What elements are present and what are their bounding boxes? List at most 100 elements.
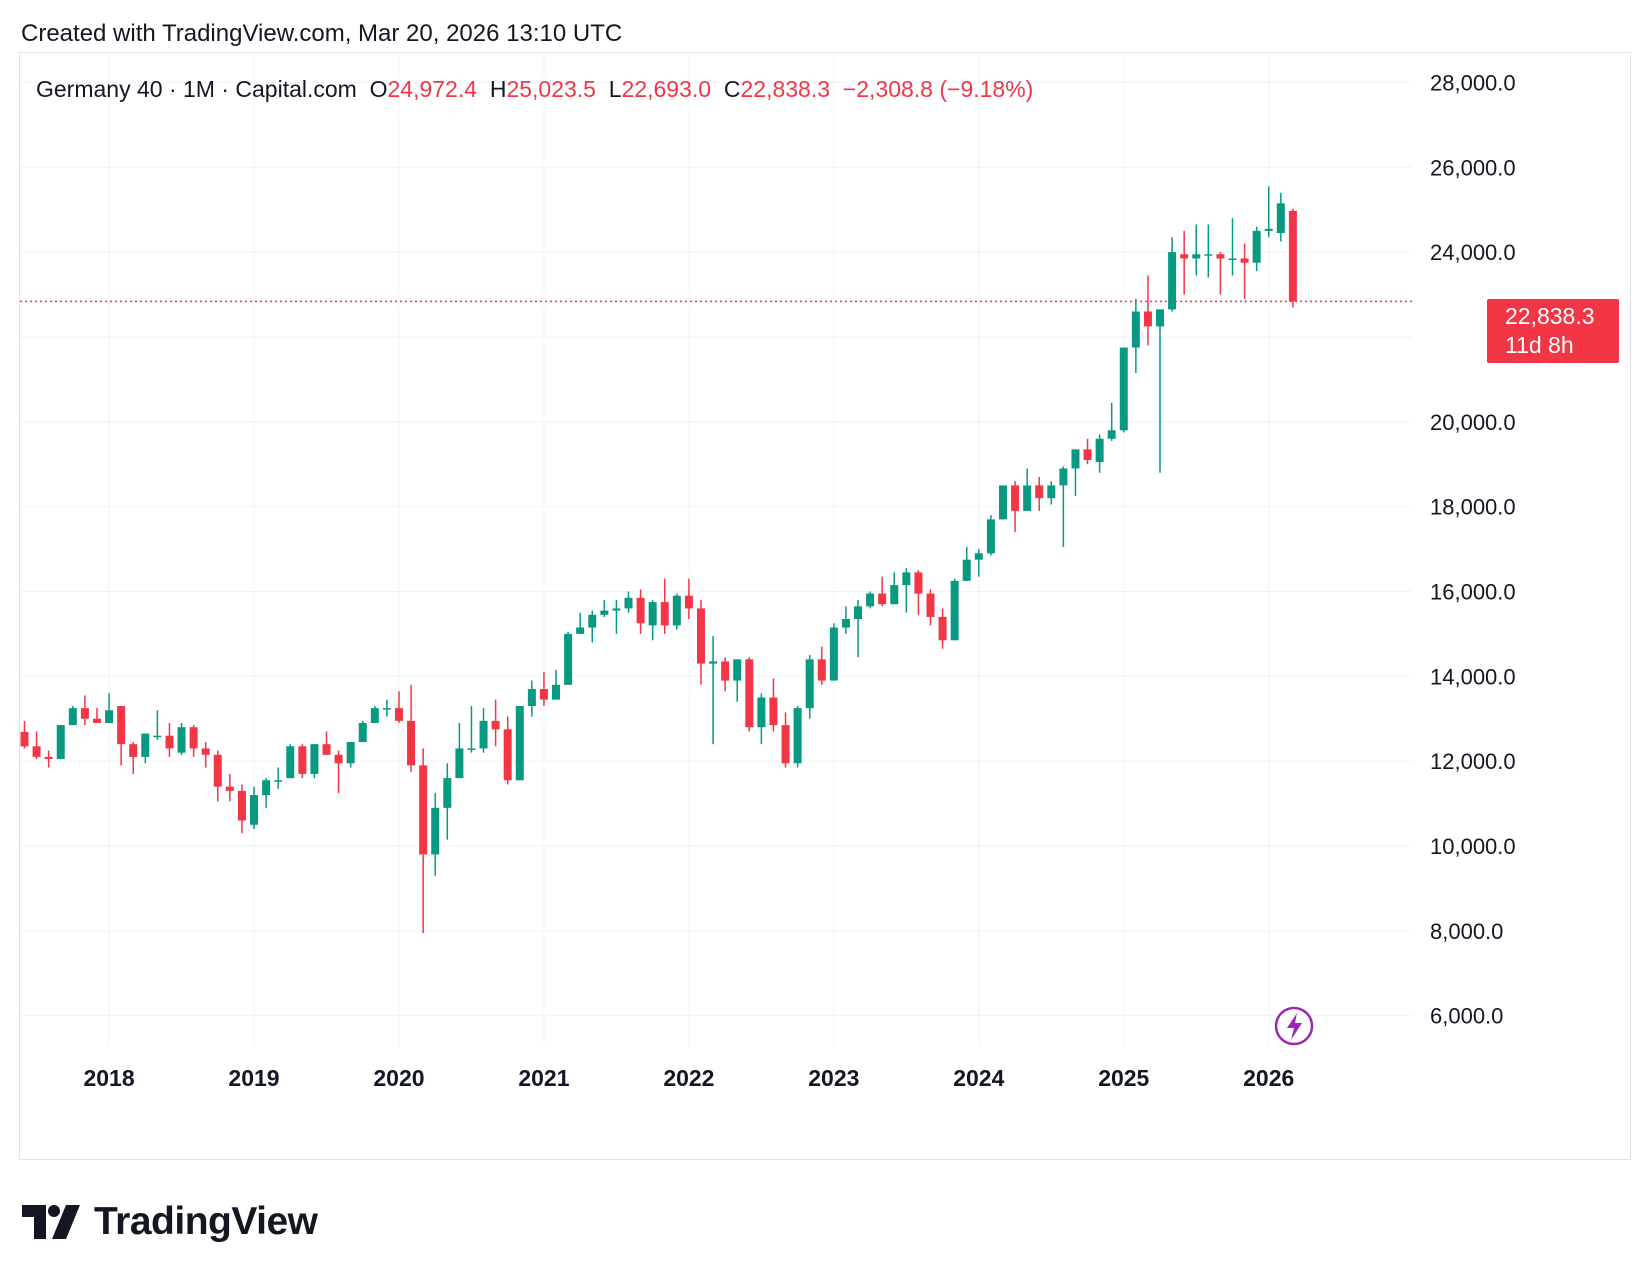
candle-body — [1216, 254, 1225, 259]
candle-body — [213, 754, 222, 787]
candle-body — [696, 608, 705, 664]
lightning-icon-bolt — [1287, 1013, 1302, 1040]
candle-body — [612, 608, 621, 611]
candle-body — [237, 790, 246, 821]
tradingview-logo[interactable]: TradingView — [22, 1200, 318, 1244]
candle-body — [250, 795, 259, 825]
candle-body — [576, 627, 585, 634]
candle-body — [153, 735, 162, 738]
candle-body — [56, 725, 65, 760]
legend-high-label: H — [489, 76, 507, 102]
candle-body — [588, 614, 597, 628]
candle-body — [382, 708, 391, 710]
y-axis-tick-label: 8,000.0 — [1430, 919, 1503, 944]
y-axis-tick-label: 10,000.0 — [1430, 834, 1516, 859]
candle-body — [1240, 258, 1249, 263]
candle-body — [998, 485, 1007, 520]
candle-body — [1156, 309, 1165, 327]
candle-body — [419, 765, 428, 855]
legend-low-value: 22,693.0 — [621, 76, 712, 102]
candle-body — [733, 659, 742, 681]
candle-body — [1192, 254, 1201, 259]
candle-body — [1168, 252, 1177, 310]
candle-body — [32, 746, 41, 757]
candle-body — [322, 744, 331, 755]
candle-body — [866, 593, 875, 607]
candle-body — [564, 633, 573, 685]
candle-body — [1180, 254, 1189, 259]
candle-body — [709, 661, 718, 664]
candle-body — [854, 606, 863, 620]
candle-body — [926, 593, 935, 617]
candle-body — [624, 597, 633, 609]
candle-body — [672, 595, 681, 626]
candle-body — [129, 744, 138, 757]
candle-body — [346, 742, 355, 764]
x-axis-tick-label: 2022 — [663, 1065, 714, 1091]
candle-body — [539, 689, 548, 700]
legend-close-label: C — [723, 76, 741, 102]
candle-body — [721, 661, 730, 681]
candle-body — [1252, 230, 1261, 263]
candle-body — [1023, 485, 1032, 511]
candle-body — [201, 748, 210, 755]
candle-body — [745, 659, 754, 728]
y-axis-tick-label: 20,000.0 — [1430, 410, 1516, 435]
legend-change-value: −2,308.8 (−9.18%) — [842, 76, 1034, 102]
candle-body — [117, 706, 126, 745]
candle-body — [286, 746, 295, 779]
x-axis-tick-label: 2024 — [953, 1065, 1004, 1091]
candle-body — [1204, 254, 1213, 256]
candle-body — [394, 708, 403, 721]
legend-symbol[interactable]: Germany 40 · 1M · Capital.com — [36, 76, 357, 102]
x-axis-tick-label: 2023 — [808, 1065, 859, 1091]
legend-open-label: O — [369, 76, 388, 102]
candle-body — [527, 689, 536, 707]
candle-body — [1131, 311, 1140, 348]
y-axis-tick-label: 16,000.0 — [1430, 579, 1516, 604]
chart-frame — [19, 52, 1631, 1160]
candle-body — [1011, 485, 1020, 511]
created-with-text: Created with TradingView.com, Mar 20, 20… — [21, 20, 623, 47]
candle-body — [1035, 485, 1044, 499]
candle-body — [262, 780, 271, 796]
symbol-legend: Germany 40 · 1M · Capital.com O24,972.4 … — [36, 76, 1033, 103]
candle-body — [467, 748, 476, 750]
legend-low-label: L — [608, 76, 622, 102]
candle-body — [793, 708, 802, 764]
candle-body — [1143, 311, 1152, 327]
candle-body — [1047, 485, 1056, 499]
bar-countdown-label: 11d 8h — [1505, 332, 1574, 358]
current-price-badge: 22,838.3 11d 8h — [1487, 299, 1619, 363]
y-axis-tick-label: 12,000.0 — [1430, 749, 1516, 774]
tradingview-brand: TradingView — [94, 1200, 318, 1243]
candle-body — [431, 807, 440, 855]
candle-body — [660, 602, 669, 626]
candle-body — [334, 754, 343, 764]
candle-body — [274, 780, 283, 782]
candle-body — [1264, 228, 1273, 231]
candle-body — [105, 710, 114, 723]
candle-body — [829, 627, 838, 681]
candle-body — [44, 756, 53, 760]
candle-body — [938, 616, 947, 641]
candle-body — [841, 619, 850, 628]
candle-body — [962, 559, 971, 581]
x-axis-tick-label: 2018 — [83, 1065, 134, 1091]
candle-body — [443, 778, 452, 808]
candle-body — [165, 735, 174, 749]
candle-body — [890, 585, 899, 605]
candle-body — [479, 720, 488, 749]
candle-body — [407, 720, 416, 766]
candle-body — [20, 731, 29, 747]
legend-close-value: 22,838.3 — [740, 76, 831, 102]
candle-body — [80, 708, 89, 719]
x-axis-tick-label: 2020 — [373, 1065, 424, 1091]
candle-body — [358, 722, 367, 743]
candle-body — [805, 659, 814, 709]
candle-body — [298, 746, 307, 774]
candle-body — [68, 708, 77, 726]
candle-body — [878, 593, 887, 605]
y-axis-tick-label: 14,000.0 — [1430, 664, 1516, 689]
